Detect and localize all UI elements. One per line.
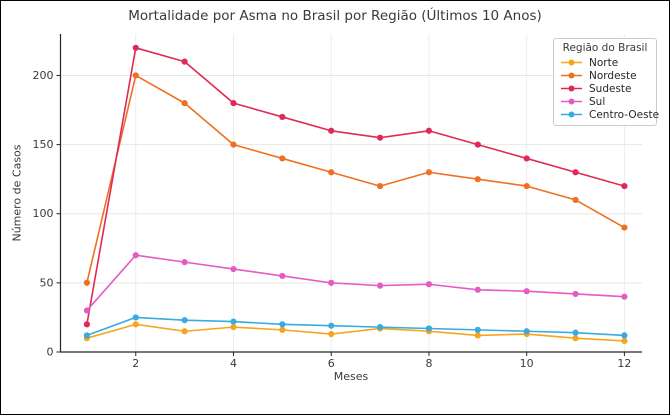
data-point-nordeste bbox=[523, 182, 530, 190]
data-point-sudeste bbox=[572, 169, 579, 176]
data-point-centro-oeste bbox=[230, 318, 237, 325]
data-point-sul bbox=[523, 288, 530, 295]
legend-entry-centro-oeste: Centro-Oeste bbox=[559, 108, 659, 121]
series-line-centro-oeste bbox=[86, 316, 625, 337]
series-line-sul bbox=[86, 254, 625, 312]
data-point-centro-oeste bbox=[474, 326, 481, 333]
data-point-sul bbox=[376, 282, 384, 289]
series-line-nordeste bbox=[86, 74, 625, 284]
data-point-norte bbox=[474, 332, 481, 339]
data-point-nordeste bbox=[328, 169, 335, 176]
x-tick-label: 4 bbox=[230, 357, 237, 370]
data-point-nordeste bbox=[376, 182, 384, 190]
data-point-centro-oeste bbox=[83, 332, 90, 339]
x-tick-label: 2 bbox=[132, 357, 139, 370]
y-axis-label: Número de Casos bbox=[10, 144, 24, 242]
data-point-sudeste bbox=[621, 182, 628, 190]
data-point-sul bbox=[181, 259, 188, 266]
data-point-sul bbox=[230, 265, 237, 273]
series-line-sudeste bbox=[86, 47, 625, 325]
data-point-sudeste bbox=[523, 155, 530, 162]
legend-marker-icon bbox=[561, 98, 582, 105]
y-tick-label: 200 bbox=[33, 69, 54, 82]
legend-marker-icon bbox=[561, 111, 582, 118]
data-point-norte bbox=[572, 335, 579, 342]
data-point-sudeste bbox=[132, 44, 139, 51]
data-point-nordeste bbox=[474, 176, 481, 183]
data-point-sul bbox=[132, 252, 139, 259]
x-axis-label: Meses bbox=[333, 370, 369, 383]
data-point-centro-oeste bbox=[523, 328, 530, 335]
data-point-sul bbox=[328, 279, 335, 286]
data-point-sul bbox=[572, 290, 579, 298]
legend-title: Região do Brasil bbox=[562, 42, 648, 54]
legend-marker-icon bbox=[561, 59, 582, 66]
data-point-sudeste bbox=[279, 113, 286, 121]
data-point-nordeste bbox=[572, 196, 579, 204]
data-point-centro-oeste bbox=[425, 325, 433, 332]
data-point-sudeste bbox=[83, 321, 90, 328]
legend: Região do Brasil Norte Nordeste Sudeste Sul… bbox=[553, 38, 659, 126]
data-point-norte bbox=[181, 328, 188, 335]
x-tick-label: 10 bbox=[520, 357, 534, 370]
data-point-sudeste bbox=[328, 127, 335, 134]
data-point-sudeste bbox=[181, 58, 188, 65]
data-point-sul bbox=[621, 293, 628, 300]
legend-entry-nordeste: Nordeste bbox=[559, 69, 651, 82]
data-point-centro-oeste bbox=[132, 314, 139, 321]
y-tick-label: 0 bbox=[47, 346, 54, 359]
x-tick-label: 8 bbox=[425, 357, 432, 370]
data-point-nordeste bbox=[132, 72, 139, 79]
data-point-sudeste bbox=[230, 100, 237, 107]
data-point-nordeste bbox=[621, 224, 628, 231]
x-tick-label: 12 bbox=[617, 357, 631, 370]
legend-label: Sudeste bbox=[589, 82, 632, 95]
data-point-centro-oeste bbox=[621, 332, 628, 339]
legend-label: Centro-Oeste bbox=[589, 108, 660, 121]
data-point-centro-oeste bbox=[279, 321, 286, 328]
legend-entries: Norte Nordeste Sudeste Sul Centro-Oeste bbox=[559, 56, 659, 121]
x-tick-label: 6 bbox=[328, 357, 335, 370]
data-point-norte bbox=[328, 330, 335, 338]
legend-entry-sudeste: Sudeste bbox=[559, 82, 651, 95]
data-point-centro-oeste bbox=[572, 329, 579, 336]
data-point-nordeste bbox=[425, 169, 433, 176]
legend-label: Norte bbox=[589, 56, 619, 69]
data-point-sul bbox=[83, 307, 90, 314]
legend-label: Nordeste bbox=[589, 69, 637, 82]
legend-marker-icon bbox=[561, 72, 582, 79]
data-point-sul bbox=[474, 286, 481, 293]
data-point-nordeste bbox=[83, 279, 90, 286]
data-point-sudeste bbox=[474, 141, 481, 148]
data-point-nordeste bbox=[230, 141, 237, 148]
data-point-norte bbox=[132, 321, 139, 328]
legend-entry-norte: Norte bbox=[559, 56, 651, 69]
data-point-sul bbox=[279, 272, 286, 280]
data-point-sudeste bbox=[425, 127, 433, 134]
chart-title: Mortalidade por Asma no Brasil por Regiã… bbox=[128, 8, 542, 24]
data-point-sul bbox=[425, 281, 433, 288]
legend-entry-sul: Sul bbox=[559, 95, 651, 108]
data-point-norte bbox=[621, 337, 628, 345]
y-tick-label: 100 bbox=[33, 207, 54, 220]
y-tick-label: 50 bbox=[40, 276, 54, 289]
data-point-nordeste bbox=[181, 100, 188, 107]
data-point-centro-oeste bbox=[376, 324, 384, 331]
data-point-centro-oeste bbox=[328, 322, 335, 329]
legend-label: Sul bbox=[589, 95, 606, 108]
data-point-nordeste bbox=[279, 155, 286, 162]
data-point-norte bbox=[279, 326, 286, 333]
data-point-norte bbox=[230, 324, 237, 331]
legend-marker-icon bbox=[561, 85, 582, 92]
series-line-norte bbox=[86, 323, 625, 342]
data-point-sudeste bbox=[376, 134, 384, 141]
data-point-centro-oeste bbox=[181, 317, 188, 324]
y-tick-label: 150 bbox=[33, 138, 54, 151]
